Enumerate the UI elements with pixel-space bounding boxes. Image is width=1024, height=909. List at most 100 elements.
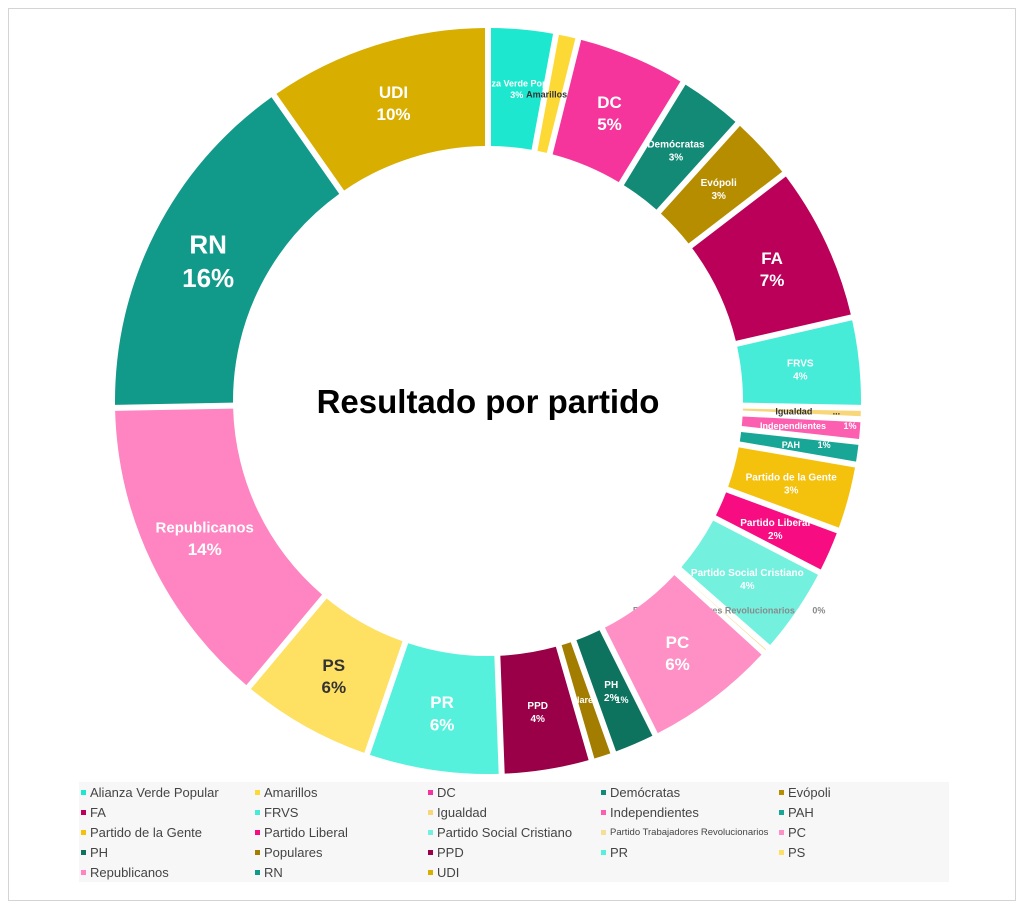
- legend-swatch: [428, 849, 433, 855]
- slice-label-dc: DC: [597, 93, 622, 112]
- legend-swatch: [255, 869, 260, 875]
- legend-swatch: [428, 869, 433, 875]
- slice-pct-evopoli: 3%: [711, 191, 726, 202]
- legend-swatch: [428, 809, 433, 815]
- legend-swatch: [81, 849, 86, 855]
- slice-label-partido-trabajadores-revolucionarios: Partido Trabajadores Revolucionarios: [633, 606, 795, 616]
- slice-amarillos: [537, 34, 576, 153]
- slice-ppd: [500, 646, 589, 774]
- legend-swatch: [81, 869, 86, 875]
- slice-dc: [552, 39, 681, 183]
- legend-item-udi: UDI: [428, 862, 459, 882]
- slice-pct-igualdad: ...: [833, 407, 841, 417]
- slice-pct-pr: 6%: [430, 715, 455, 734]
- slice-independientes: [741, 416, 861, 439]
- legend-item-ps: PS: [779, 842, 805, 862]
- legend-swatch: [779, 829, 784, 835]
- legend-swatch: [428, 789, 433, 795]
- slice-pct-dc: 5%: [597, 115, 622, 134]
- slice-label-partido-de-la-gente: Partido de la Gente: [746, 473, 838, 484]
- legend-item-fa: FA: [81, 802, 106, 822]
- legend-swatch: [428, 829, 433, 835]
- legend-label: PR: [610, 844, 629, 860]
- donut-chart: Alianza Verde Popular3%Amarillos1%DC5%De…: [115, 28, 861, 775]
- slice-pct-frvs: 4%: [793, 371, 808, 382]
- legend-item-democratas: Demócratas: [601, 782, 680, 802]
- slice-label-evopoli: Evópoli: [701, 178, 737, 189]
- legend-item-frvs: FRVS: [255, 802, 298, 822]
- slice-label-ph: PH: [604, 680, 618, 691]
- legend-label: UDI: [437, 864, 460, 880]
- slice-pct-partido-trabajadores-revolucionarios: 0%: [812, 606, 825, 616]
- slice-pah: [739, 431, 859, 462]
- legend-label: Demócratas: [610, 784, 681, 800]
- legend-label: Republicanos: [90, 864, 169, 880]
- legend-label: PAH: [788, 804, 814, 820]
- slice-pct-ppd: 4%: [530, 714, 545, 725]
- slice-pc: [604, 575, 762, 734]
- slice-label-frvs: FRVS: [787, 358, 814, 369]
- legend-label: Partido Liberal: [264, 824, 348, 840]
- legend-item-alianza-verde-popular: Alianza Verde Popular: [81, 782, 219, 802]
- slice-label-rn: RN: [189, 229, 227, 259]
- slice-pct-democratas: 3%: [669, 152, 684, 163]
- chart-title: Resultado por partido: [317, 383, 660, 420]
- slice-label-pr: PR: [430, 693, 454, 712]
- legend-swatch: [255, 849, 260, 855]
- legend-label: Amarillos: [264, 784, 318, 800]
- legend-label: Partido Trabajadores Revolucionarios: [610, 826, 769, 838]
- slice-label-pah: PAH: [782, 440, 800, 450]
- slice-pct-partido-social-cristiano: 4%: [740, 581, 755, 592]
- legend-label: Evópoli: [788, 784, 831, 800]
- slice-pct-pc: 6%: [665, 655, 690, 674]
- legend-label: PS: [788, 844, 806, 860]
- legend-swatch: [255, 789, 260, 795]
- legend-swatch: [255, 809, 260, 815]
- slice-pct-ps: 6%: [321, 678, 346, 697]
- legend-item-partido-social-cristiano: Partido Social Cristiano: [428, 822, 572, 842]
- legend-item-rn: RN: [255, 862, 283, 882]
- legend-label: Partido Social Cristiano: [437, 824, 573, 840]
- slice-pct-fa: 7%: [760, 271, 785, 290]
- legend-swatch: [779, 849, 784, 855]
- slice-fa: [692, 176, 851, 341]
- slice-pct-alianza-verde-popular: 3%: [510, 90, 523, 100]
- legend-label: PH: [90, 844, 109, 860]
- legend-swatch: [81, 789, 86, 795]
- slice-udi: [276, 28, 486, 191]
- legend-item-populares: Populares: [255, 842, 323, 862]
- legend-swatch: [81, 829, 86, 835]
- slice-pr: [369, 643, 499, 775]
- slice-label-partido-social-cristiano: Partido Social Cristiano: [691, 568, 804, 579]
- legend-item-pah: PAH: [779, 802, 814, 822]
- slice-label-independientes: Independientes: [760, 421, 826, 431]
- legend-label: Igualdad: [437, 804, 487, 820]
- slice-label-populares: Populares: [555, 695, 599, 705]
- legend-label: Populares: [264, 844, 323, 860]
- legend-swatch: [779, 789, 784, 795]
- slice-label-amarillos: Amarillos: [526, 89, 567, 99]
- slice-alianza-verde-popular: [490, 28, 554, 150]
- slice-pct-republicanos: 14%: [188, 540, 222, 559]
- slice-label-republicanos: Republicanos: [156, 519, 254, 536]
- slice-pct-pah: 1%: [818, 440, 831, 450]
- legend-label: DC: [437, 784, 456, 800]
- legend: Alianza Verde Popular Amarillos DC Demócrat…: [79, 782, 949, 882]
- legend-label: FRVS: [264, 804, 299, 820]
- legend-label: Partido de la Gente: [90, 824, 203, 840]
- legend-item-evopoli: Evópoli: [779, 782, 831, 802]
- legend-label: FA: [90, 804, 106, 820]
- slice-label-igualdad: Igualdad: [775, 407, 812, 417]
- legend-swatch: [601, 849, 606, 855]
- slice-democratas: [623, 84, 736, 210]
- legend-swatch: [779, 809, 784, 815]
- slice-label-partido-liberal: Partido Liberal: [740, 518, 810, 529]
- slice-label-udi: UDI: [379, 83, 408, 102]
- legend-swatch: [81, 809, 86, 815]
- legend-item-partido-trabajadores-revolucionarios: Partido Trabajadores Revolucionarios: [601, 822, 768, 842]
- slice-pct-independientes: 1%: [844, 421, 857, 431]
- slice-pct-partido-de-la-gente: 3%: [784, 486, 799, 497]
- legend-item-partido-de-la-gente: Partido de la Gente: [81, 822, 202, 842]
- legend-label: RN: [264, 864, 283, 880]
- legend-item-partido-liberal: Partido Liberal: [255, 822, 348, 842]
